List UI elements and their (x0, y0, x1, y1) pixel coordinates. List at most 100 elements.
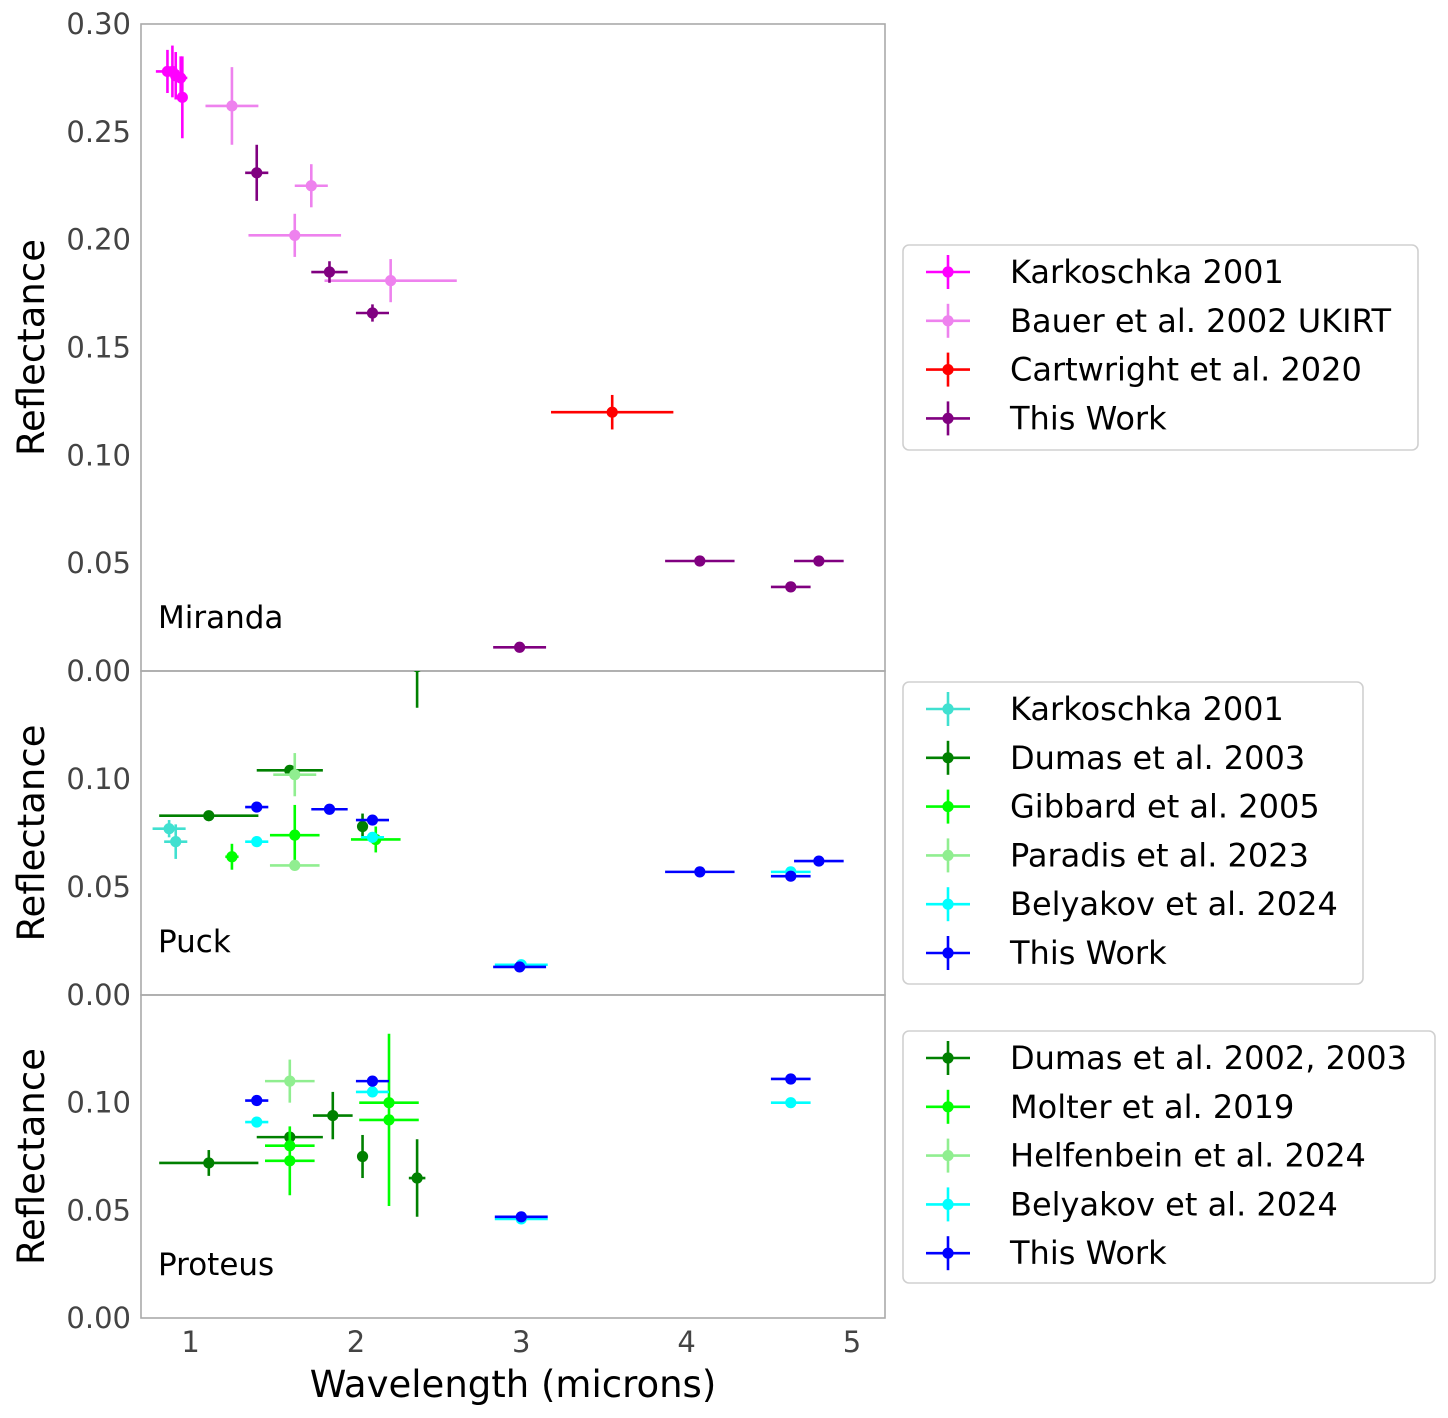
y-tick-label: 0.00 (66, 978, 131, 1012)
data-point (311, 261, 348, 283)
legend-label: This Work (1009, 399, 1167, 437)
legend-label: Bauer et al. 2002 UKIRT (1010, 302, 1391, 340)
data-layer (152, 671, 844, 973)
legend-label: Paradis et al. 2023 (1010, 836, 1309, 874)
x-tick-label: 3 (512, 1325, 530, 1359)
point-marker (323, 266, 336, 278)
data-point (312, 1091, 353, 1140)
series-3 (245, 1086, 811, 1225)
point-marker (785, 1097, 797, 1109)
data-point (770, 1097, 811, 1109)
point-marker (251, 836, 263, 848)
panel-puck: 0.00 0.05 0.10 Reflectance Puck Karkoschka 20… (10, 670, 1364, 1012)
legend-label: Belyakov et al. 2024 (1010, 1185, 1338, 1223)
series-3 (245, 144, 844, 653)
series-1 (265, 1033, 419, 1207)
legend-label: Helfenbein et al. 2024 (1010, 1137, 1366, 1175)
data-point (494, 1211, 548, 1223)
point-marker (356, 1150, 369, 1163)
point-marker (163, 823, 175, 835)
legend-swatch-marker (942, 849, 954, 862)
series-4 (245, 1073, 811, 1223)
point-marker (226, 100, 238, 112)
point-marker (284, 1155, 296, 1167)
legend-swatch-marker (942, 947, 954, 959)
y-tick-label: 0.00 (66, 654, 131, 688)
series-0 (152, 820, 188, 859)
point-marker (694, 866, 706, 878)
data-point (359, 1033, 419, 1207)
legend-swatch-marker (942, 1101, 954, 1113)
y-axis-title: Reflectance (10, 725, 53, 942)
legend-label: Belyakov et al. 2024 (1010, 885, 1338, 923)
y-tick-label: 0.10 (66, 762, 131, 796)
data-point (665, 866, 735, 878)
series-2 (265, 1059, 315, 1103)
point-marker (226, 851, 238, 863)
point-marker (785, 1073, 797, 1085)
panel-proteus: 0.00 0.05 0.10 Reflectance Proteus Dumas et a… (10, 994, 1436, 1335)
panel-frame (140, 994, 886, 1319)
panels: 0.00 0.05 0.10 0.15 0.20 0.25 0.30 Reflectance M… (10, 7, 1436, 1359)
point-marker (327, 1109, 339, 1122)
point-marker (203, 810, 215, 822)
legend-label: Dumas et al. 2003 (1010, 739, 1305, 777)
point-marker (175, 72, 187, 84)
data-point (355, 1086, 389, 1098)
legend-box (902, 1030, 1436, 1284)
data-point (245, 1094, 269, 1107)
point-marker (251, 801, 263, 813)
data-point (794, 555, 844, 567)
point-marker (366, 1075, 379, 1087)
x-tick-label: 4 (677, 1325, 695, 1359)
data-layer (159, 1033, 811, 1225)
series-4 (245, 831, 811, 971)
legend-swatch-marker (942, 412, 954, 424)
data-point (248, 213, 342, 257)
point-marker (366, 1086, 379, 1098)
y-tick-label: 0.15 (66, 331, 131, 365)
x-tick-label: 2 (347, 1325, 365, 1359)
y-tick-label: 0.30 (66, 7, 131, 41)
panel-frame (140, 670, 886, 996)
data-point (245, 1116, 269, 1128)
data-point (356, 1134, 369, 1179)
data-point (794, 855, 844, 867)
legend-box (902, 244, 1419, 451)
y-tick-label: 0.05 (66, 1193, 131, 1227)
y-tick-label: 0.25 (66, 115, 131, 149)
data-point (413, 671, 421, 708)
legend-puck: Karkoschka 2001 Dumas et al. 2003 Gibbard … (902, 681, 1364, 985)
data-point (164, 824, 188, 859)
legend-swatch-marker (942, 1247, 954, 1259)
legend-entry: Belyakov et al. 2024 (926, 1185, 1338, 1223)
data-point (770, 1073, 811, 1085)
point-marker (515, 1211, 527, 1223)
data-point (493, 961, 547, 973)
data-point (355, 1075, 389, 1087)
legend-entry: Dumas et al. 2003 (926, 739, 1305, 777)
point-marker (514, 961, 526, 973)
point-marker (514, 641, 526, 653)
point-marker (251, 167, 263, 179)
legend-swatch-marker (942, 752, 954, 764)
point-marker (366, 814, 379, 826)
y-axis-title: Reflectance (10, 239, 53, 456)
y-tick-label: 0.10 (66, 1086, 131, 1120)
x-tick-label: 1 (181, 1325, 199, 1359)
legend-entry: This Work (926, 934, 1167, 972)
series-0 (159, 1091, 426, 1217)
data-point (355, 814, 389, 826)
point-marker (413, 671, 421, 673)
point-marker (251, 1094, 263, 1107)
point-marker (785, 581, 797, 593)
data-point (245, 836, 269, 848)
point-marker (305, 180, 317, 192)
x-tick-label: 5 (843, 1325, 861, 1359)
panel-label: Puck (158, 924, 231, 960)
point-marker (411, 1172, 423, 1184)
legend-entry: Molter et al. 2019 (926, 1088, 1294, 1126)
data-point (269, 859, 320, 872)
point-marker (366, 307, 379, 319)
